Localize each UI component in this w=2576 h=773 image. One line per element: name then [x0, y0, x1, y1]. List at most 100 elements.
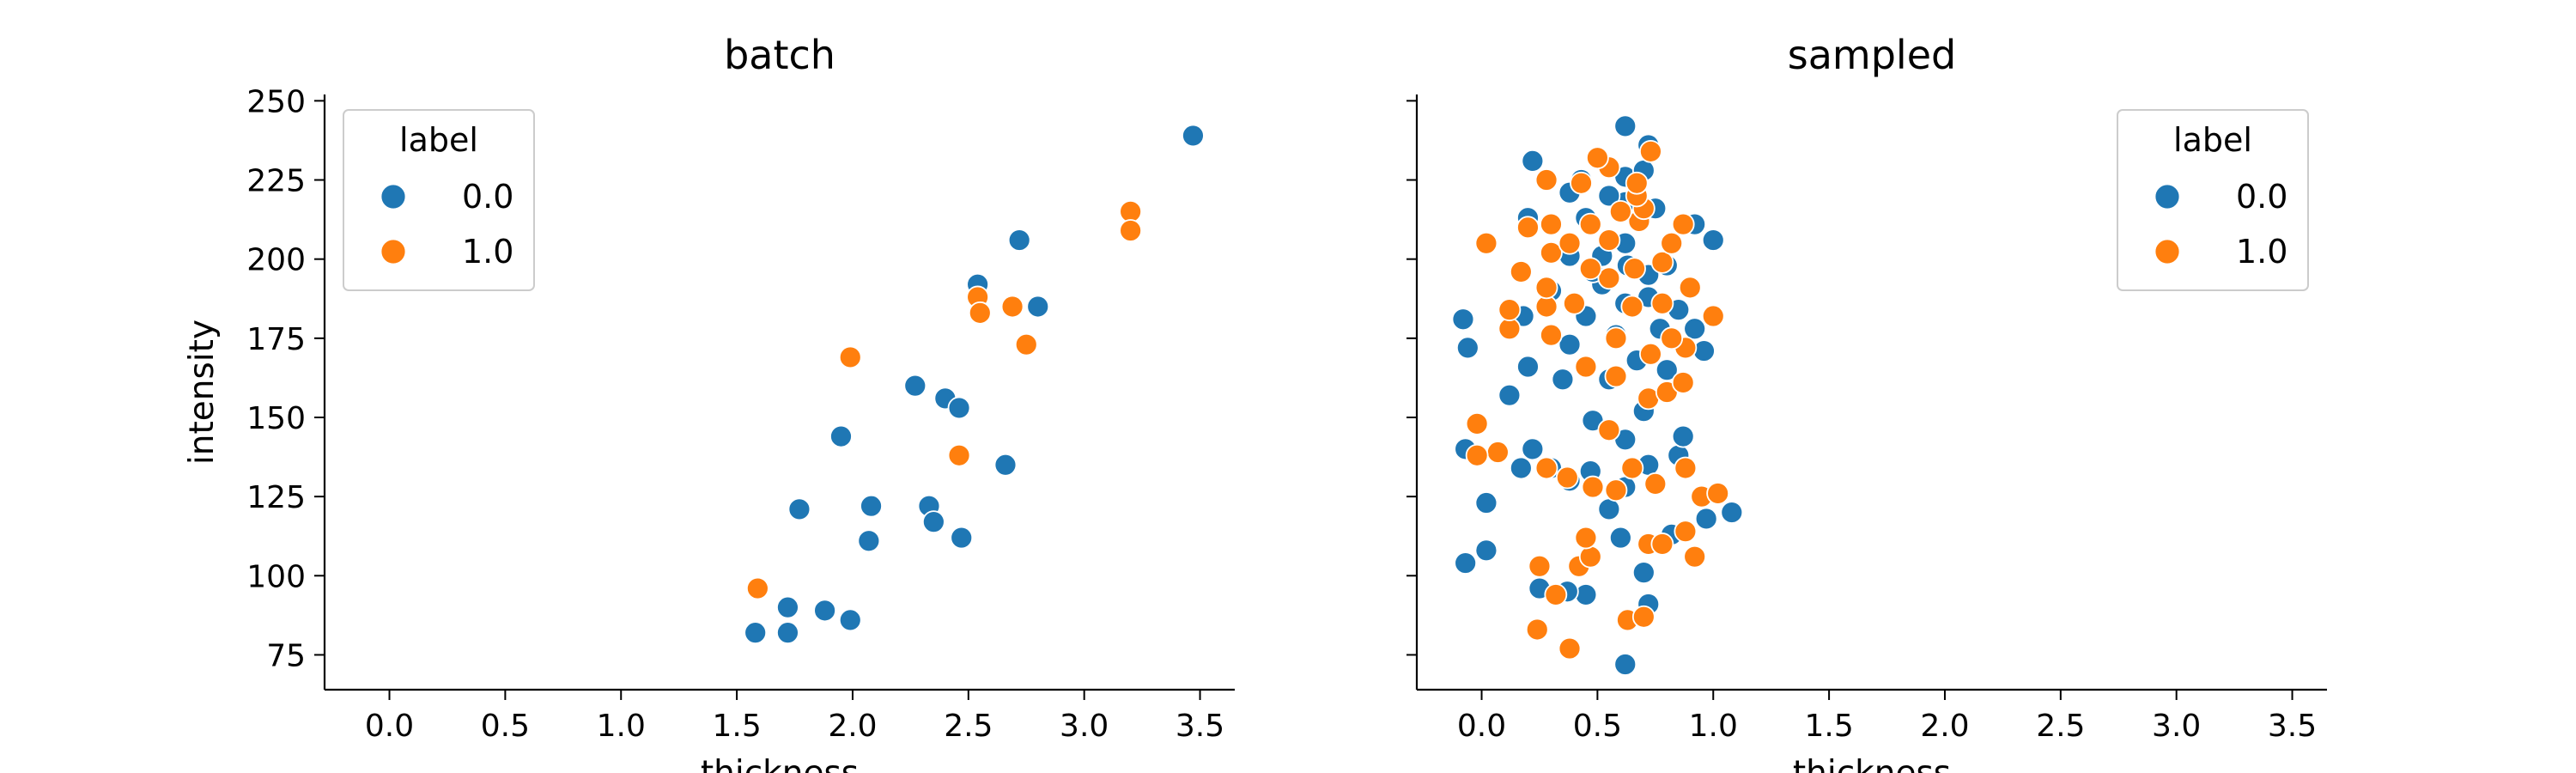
data-point — [1534, 276, 1558, 300]
data-point — [993, 453, 1018, 477]
data-point — [1597, 184, 1621, 208]
data-point — [1585, 146, 1609, 170]
x-axis-title: thickness — [1793, 754, 1951, 773]
data-point — [1674, 456, 1698, 480]
data-point — [1608, 199, 1632, 223]
data-point — [1613, 114, 1637, 138]
data-point — [1455, 336, 1479, 360]
data-point — [1620, 456, 1644, 480]
data-point — [1551, 368, 1575, 392]
data-point — [947, 443, 971, 467]
data-point — [1597, 266, 1621, 290]
data-point — [1620, 295, 1644, 319]
data-point — [1604, 326, 1628, 350]
data-point — [1578, 212, 1602, 236]
x-tick-label: 1.0 — [1689, 709, 1738, 744]
data-point — [1671, 371, 1695, 394]
x-tick-label: 0.5 — [1573, 709, 1622, 744]
data-point — [1528, 554, 1552, 578]
data-point — [1521, 149, 1545, 173]
data-point — [1465, 411, 1489, 435]
data-point — [1014, 332, 1038, 356]
data-point — [950, 526, 974, 550]
y-tick-label: 150 — [246, 401, 306, 436]
data-point — [1540, 323, 1563, 347]
data-point — [1558, 231, 1582, 255]
data-point — [1474, 231, 1498, 255]
data-point — [1706, 482, 1730, 505]
data-point — [1026, 295, 1050, 319]
y-tick-label: 75 — [266, 638, 306, 673]
panel-sampled: sampled 0.0 0.5 1.0 1.5 2.0 2.5 3.0 3.5 thickness… — [1406, 32, 2327, 773]
legend-marker — [380, 238, 407, 265]
data-point — [1540, 240, 1563, 265]
data-point — [1631, 605, 1656, 629]
data-point — [1720, 501, 1744, 524]
data-point — [1650, 250, 1674, 274]
y-tick-label: 100 — [246, 559, 306, 594]
x-tick-label: 1.5 — [712, 709, 761, 744]
data-point — [1683, 545, 1707, 569]
data-point — [1701, 304, 1725, 328]
data-point — [1604, 364, 1628, 388]
data-point — [1650, 291, 1674, 315]
legend-entry: 1.0 — [2236, 233, 2287, 271]
x-tick-label: 0.0 — [365, 709, 414, 744]
legend-entry: 0.0 — [2236, 178, 2287, 216]
legend: label 0.0 1.0 — [2117, 109, 2309, 291]
data-point — [1534, 168, 1558, 192]
legend-entry: 1.0 — [462, 233, 513, 271]
data-point — [1660, 231, 1684, 255]
data-point — [1578, 545, 1602, 569]
data-point — [1597, 418, 1621, 442]
legend-marker — [2154, 238, 2181, 265]
legend: label 0.0 1.0 — [343, 109, 535, 291]
data-point — [1678, 276, 1702, 300]
data-point — [1474, 491, 1498, 514]
x-tick-label: 3.5 — [2268, 709, 2317, 744]
data-point — [1509, 456, 1533, 480]
data-point — [1563, 291, 1586, 315]
data-point — [1650, 533, 1674, 556]
data-point — [1578, 257, 1602, 281]
data-point — [947, 396, 971, 420]
series-1.0 — [1465, 139, 1730, 660]
x-axis-title: thickness — [701, 754, 859, 773]
data-point — [1683, 317, 1707, 341]
x-tick-label: 3.0 — [1060, 709, 1109, 744]
data-point — [968, 301, 992, 325]
data-point — [1631, 561, 1656, 585]
data-point — [1701, 228, 1725, 252]
legend-entry: 0.0 — [462, 178, 513, 216]
x-tick-label: 0.0 — [1457, 709, 1506, 744]
data-point — [1608, 526, 1632, 550]
x-tick-label: 1.5 — [1804, 709, 1853, 744]
data-point — [1119, 219, 1143, 242]
x-tick-label: 2.0 — [1920, 709, 1969, 744]
data-point — [1671, 212, 1695, 236]
data-point — [1498, 298, 1522, 322]
series-0.0 — [1451, 114, 1744, 676]
y-tick-label: 225 — [246, 164, 306, 199]
legend-marker — [2154, 183, 2181, 210]
data-point — [1625, 171, 1649, 195]
data-point — [1465, 443, 1489, 467]
data-point — [787, 497, 811, 521]
x-tick-label: 3.5 — [1176, 709, 1224, 744]
data-point — [776, 621, 799, 645]
y-tick-label: 125 — [246, 480, 306, 515]
data-point — [838, 608, 862, 632]
data-point — [1498, 383, 1522, 407]
y-tick-label: 250 — [246, 84, 306, 119]
x-tick-label: 2.0 — [828, 709, 877, 744]
data-point — [1671, 424, 1695, 448]
data-point — [1525, 618, 1549, 642]
data-point — [1007, 228, 1031, 252]
data-point — [838, 345, 862, 369]
legend-title: label — [399, 121, 478, 159]
data-point — [1558, 636, 1582, 660]
data-point — [1570, 171, 1593, 195]
data-point — [1451, 307, 1475, 332]
data-point — [1000, 295, 1024, 319]
